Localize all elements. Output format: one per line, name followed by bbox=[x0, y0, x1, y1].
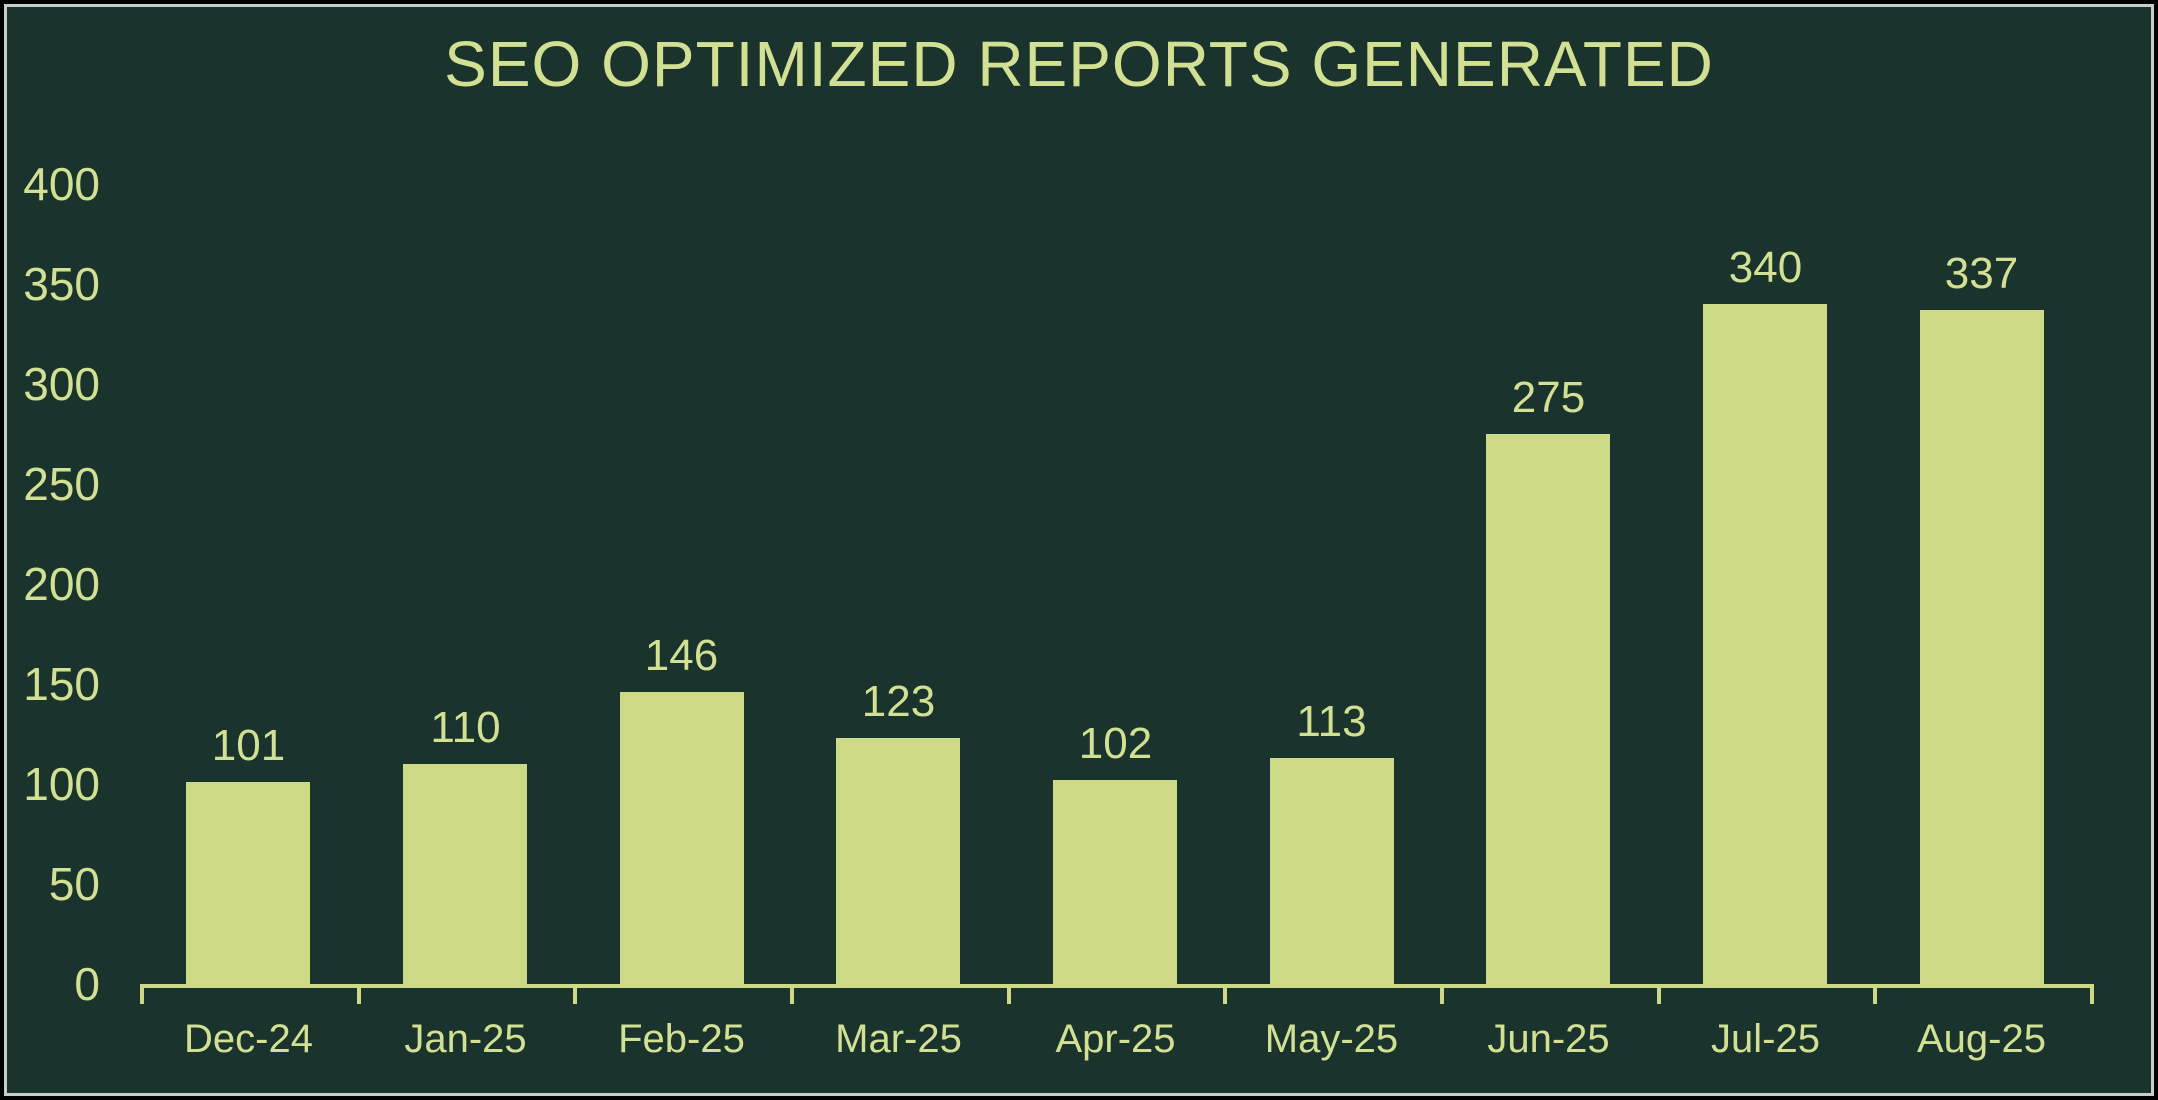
bar bbox=[403, 764, 527, 984]
axis-tick bbox=[790, 984, 794, 1004]
axis-tick bbox=[1440, 984, 1444, 1004]
bar bbox=[1053, 780, 1177, 984]
bar-value-label: 337 bbox=[1944, 249, 2019, 298]
bar-value-label: 113 bbox=[1296, 697, 1367, 746]
axis-tick bbox=[140, 984, 144, 1004]
bar bbox=[620, 692, 744, 984]
x-axis-label: Mar-25 bbox=[835, 1017, 962, 1061]
chart-title: SEO OPTIMIZED REPORTS GENERATED bbox=[444, 28, 1714, 100]
y-axis-label: 100 bbox=[23, 758, 100, 810]
bar bbox=[1920, 310, 2044, 984]
x-axis-label: May-25 bbox=[1264, 1017, 1399, 1061]
axis-tick bbox=[573, 984, 577, 1004]
y-axis-label: 350 bbox=[23, 258, 100, 310]
bar bbox=[186, 782, 310, 984]
bar-value-label: 146 bbox=[644, 631, 719, 680]
y-axis-label: 200 bbox=[23, 558, 100, 610]
y-axis-label: 250 bbox=[23, 458, 100, 510]
bar-value-label: 123 bbox=[861, 677, 936, 726]
bar bbox=[1703, 304, 1827, 984]
y-axis-label: 300 bbox=[23, 358, 100, 410]
x-axis-line bbox=[140, 984, 2094, 988]
axis-tick bbox=[1873, 984, 1877, 1004]
axis-tick bbox=[357, 984, 361, 1004]
y-axis-label: 0 bbox=[74, 958, 100, 1010]
y-axis-label: 400 bbox=[23, 158, 100, 210]
x-axis-label: Dec-24 bbox=[184, 1017, 313, 1061]
x-axis-label: Jun-25 bbox=[1487, 1017, 1610, 1061]
chart-stage: SEO OPTIMIZED REPORTS GENERATED 0 50 100 15… bbox=[7, 7, 2151, 1093]
y-axis-label: 50 bbox=[48, 858, 100, 910]
axis-tick bbox=[2090, 984, 2094, 1004]
axis-tick bbox=[1657, 984, 1661, 1004]
bar-value-label: 101 bbox=[211, 721, 286, 770]
bar-value-label: 340 bbox=[1728, 243, 1803, 292]
x-axis-label: Apr-25 bbox=[1055, 1017, 1176, 1061]
x-axis-label: Feb-25 bbox=[618, 1017, 745, 1061]
x-axis-label: Aug-25 bbox=[1917, 1017, 2046, 1061]
axis-tick bbox=[1007, 984, 1011, 1004]
chart-panel: SEO OPTIMIZED REPORTS GENERATED 0 50 100 15… bbox=[4, 4, 2154, 1096]
y-axis-label: 150 bbox=[23, 658, 100, 710]
x-axis-label: Jan-25 bbox=[404, 1017, 527, 1061]
x-axis-label: Jul-25 bbox=[1711, 1017, 1820, 1061]
bar-value-label: 110 bbox=[430, 703, 501, 752]
bar bbox=[1270, 758, 1394, 984]
bar bbox=[1486, 434, 1610, 984]
bar bbox=[836, 738, 960, 984]
bar-value-label: 275 bbox=[1511, 373, 1586, 422]
axis-tick bbox=[1223, 984, 1227, 1004]
bar-value-label: 102 bbox=[1078, 719, 1153, 768]
